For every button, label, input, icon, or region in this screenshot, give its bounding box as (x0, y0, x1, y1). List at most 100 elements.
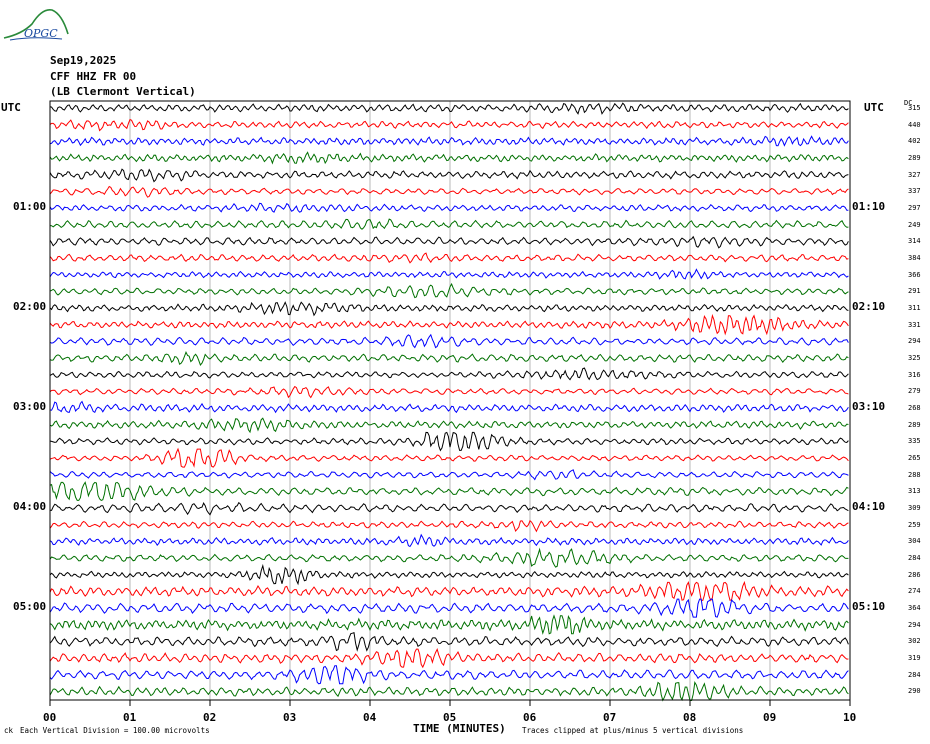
x-tick-label-09: 09 (763, 711, 777, 724)
trace-row-31 (49, 614, 849, 635)
trace-row-8 (49, 235, 849, 249)
trace-row-17 (49, 385, 849, 399)
trace-row-34 (49, 665, 849, 685)
x-tick-label-04: 04 (363, 711, 377, 724)
trace-row-20 (49, 431, 849, 452)
x-tick-label-02: 02 (203, 711, 217, 724)
dc-value: 402 (908, 137, 921, 146)
trace-row-0 (49, 102, 849, 115)
dc-value: 274 (908, 587, 921, 596)
dc-value: 313 (908, 487, 921, 496)
dc-value: 259 (908, 520, 921, 529)
right-time-label: 01:10 (852, 200, 886, 214)
dc-value: 316 (908, 370, 921, 379)
minute-gridlines (129, 101, 771, 700)
trace-row-18 (49, 400, 849, 414)
dc-value: 319 (908, 654, 921, 663)
dc-value: 311 (908, 304, 921, 313)
dc-value: 384 (908, 254, 921, 263)
x-tick-label-01: 01 (123, 711, 137, 724)
dc-value: 304 (908, 537, 921, 546)
dc-value: 294 (908, 620, 921, 629)
dc-value: 290 (908, 687, 921, 696)
dc-value: 337 (908, 187, 921, 196)
trace-row-16 (49, 367, 849, 381)
station-location: (LB Clermont Vertical) (50, 85, 196, 98)
right-time-label: 04:10 (852, 500, 886, 514)
scale-note: Each Vertical Division = 100.00 microvol… (20, 726, 210, 735)
x-tick-label-10: 10 (843, 711, 857, 724)
trace-row-14 (49, 333, 849, 349)
x-tick-label-06: 06 (523, 711, 537, 724)
dc-value: 294 (908, 337, 921, 346)
right-time-label: 02:10 (852, 300, 886, 314)
dc-value: 335 (908, 437, 921, 446)
dc-value: 284 (908, 670, 921, 679)
trace-row-32 (49, 631, 849, 652)
dc-value: 291 (908, 287, 921, 296)
dc-value: 288 (908, 470, 921, 479)
left-utc-label: UTC (1, 101, 21, 114)
dc-value: 289 (908, 154, 921, 162)
trace-row-5 (49, 185, 849, 198)
trace-row-9 (49, 252, 849, 264)
trace-row-13 (49, 313, 849, 336)
x-axis-title: TIME (MINUTES) (413, 722, 506, 735)
trace-row-22 (49, 469, 849, 481)
right-time-label: 05:10 (852, 600, 886, 614)
x-tick-label-00: 00 (43, 711, 57, 724)
dc-value: 325 (908, 354, 921, 363)
trace-row-23 (49, 481, 849, 502)
right-utc-label: UTC (864, 101, 884, 114)
trace-row-15 (49, 350, 849, 366)
plot-date: Sep19,2025 (50, 54, 117, 67)
trace-row-3 (49, 151, 849, 165)
trace-row-2 (49, 135, 849, 147)
dc-header: DC (904, 99, 913, 107)
trace-row-12 (49, 301, 849, 317)
left-time-label: 05:00 (13, 600, 47, 614)
dc-value: 366 (908, 270, 921, 279)
trace-row-27 (49, 547, 849, 568)
dc-value: 327 (908, 170, 921, 179)
dc-value: 309 (908, 504, 921, 513)
trace-row-25 (49, 519, 849, 533)
trace-row-1 (49, 118, 849, 132)
trace-row-6 (49, 202, 849, 213)
dc-value: 284 (908, 554, 921, 563)
dc-value: 249 (908, 220, 921, 229)
x-tick-marks (49, 700, 851, 706)
trace-row-24 (49, 501, 849, 516)
logo-text: OPGC (24, 27, 58, 40)
dc-value: 314 (908, 237, 921, 246)
trace-row-35 (49, 680, 849, 702)
dc-value: 279 (908, 387, 921, 396)
dc-value: 265 (908, 454, 921, 463)
dc-value: 289 (908, 420, 921, 429)
station-code: CFF HHZ FR 00 (50, 70, 137, 83)
x-tick-label-05: 05 (443, 711, 457, 724)
trace-row-33 (49, 647, 849, 669)
dc-value: 440 (908, 120, 921, 129)
trace-row-29 (49, 580, 849, 602)
left-time-label: 02:00 (13, 300, 47, 314)
seismic-traces (49, 102, 849, 702)
left-time-label: 01:00 (13, 200, 47, 214)
dc-value: 315 (908, 104, 921, 112)
corner-mark: ck (4, 726, 14, 735)
trace-row-30 (49, 598, 849, 618)
trace-row-19 (49, 417, 849, 434)
trace-row-28 (49, 563, 849, 586)
trace-row-7 (49, 218, 849, 230)
trace-row-4 (49, 168, 849, 183)
trace-row-10 (49, 268, 849, 280)
x-tick-label-03: 03 (283, 711, 297, 724)
trace-row-11 (49, 282, 849, 299)
x-tick-label-08: 08 (683, 711, 697, 724)
dc-value: 364 (908, 604, 921, 613)
opgc-logo (2, 4, 72, 42)
clip-note: Traces clipped at plus/minus 5 vertical … (522, 726, 744, 735)
dc-value: 331 (908, 320, 921, 329)
dc-value: 302 (908, 637, 921, 646)
